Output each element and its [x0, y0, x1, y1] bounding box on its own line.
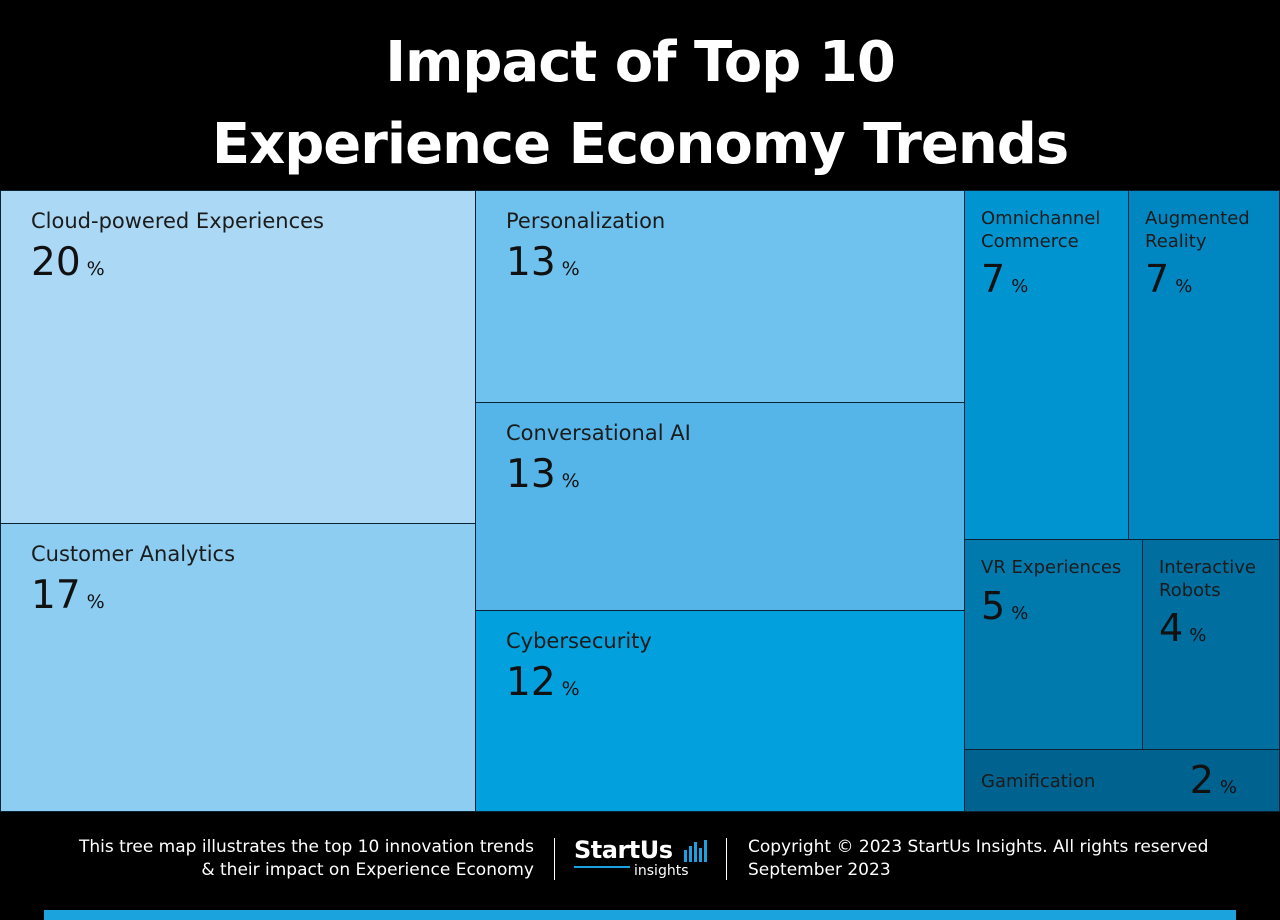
tile-value: 5% [981, 584, 1029, 628]
tile-value: 7% [981, 257, 1029, 301]
tile-value: 20% [31, 240, 105, 285]
title-line-1: Impact of Top 10 [385, 30, 896, 95]
logo-underline [574, 866, 630, 868]
tile-label: Interactive Robots [1159, 557, 1256, 601]
tile-label: Augmented Reality [1145, 208, 1250, 252]
tile-value: 13% [506, 240, 580, 285]
tile-label: Personalization [506, 209, 666, 233]
title-line-2: Experience Economy Trends [211, 112, 1069, 177]
tile-label: VR Experiences [981, 557, 1122, 578]
tile-cloud-powered-experiences: Cloud-powered Experiences 20% [0, 190, 476, 524]
footer-description-line-1: This tree map illustrates the top 10 inn… [78, 837, 534, 857]
tile-label: Omnichannel Commerce [981, 208, 1101, 252]
footer-divider-left [554, 838, 555, 880]
tile-value: 13% [506, 452, 580, 497]
chart-title: Impact of Top 10 Experience Economy Tren… [0, 22, 1280, 186]
tile-personalization: Personalization 13% [475, 190, 965, 404]
logo-subtext: insights [634, 863, 689, 879]
tile-customer-analytics: Customer Analytics 17% [0, 523, 476, 812]
accent-bar [44, 910, 1236, 920]
tile-label: Gamification [981, 771, 1096, 792]
tile-value: 7% [1145, 257, 1193, 301]
logo-text: StartUs [574, 836, 673, 864]
tile-omnichannel-commerce: Omnichannel Commerce 7% [964, 190, 1129, 540]
treemap: Cloud-powered Experiences 20% Customer A… [0, 190, 1280, 812]
tile-interactive-robots: Interactive Robots 4% [1142, 539, 1280, 750]
date-text: September 2023 [748, 860, 891, 880]
tile-value: 12% [506, 660, 580, 705]
footer-copyright-block: Copyright © 2023 StartUs Insights. All r… [748, 836, 1208, 882]
tile-vr-experiences: VR Experiences 5% [964, 539, 1143, 750]
footer-description: This tree map illustrates the top 10 inn… [79, 836, 534, 882]
tile-value: 2% [1189, 758, 1237, 802]
tile-value: 4% [1159, 606, 1207, 650]
tile-conversational-ai: Conversational AI 13% [475, 402, 965, 611]
footer-description-line-2: & their impact on Experience Economy [201, 860, 534, 880]
tile-cybersecurity: Cybersecurity 12% [475, 610, 965, 812]
tile-gamification: Gamification 2% [964, 749, 1280, 812]
tile-label: Cloud-powered Experiences [31, 209, 324, 233]
startus-insights-logo: StartUs insights [574, 836, 714, 884]
tile-augmented-reality: Augmented Reality 7% [1128, 190, 1280, 540]
tile-label: Customer Analytics [31, 542, 236, 566]
footer-divider-right [726, 838, 727, 880]
bar-chart-icon [684, 840, 707, 862]
tile-label: Conversational AI [506, 421, 691, 445]
copyright-text: Copyright © 2023 StartUs Insights. All r… [748, 837, 1209, 857]
tile-value: 17% [31, 573, 105, 618]
tile-label: Cybersecurity [506, 629, 652, 653]
